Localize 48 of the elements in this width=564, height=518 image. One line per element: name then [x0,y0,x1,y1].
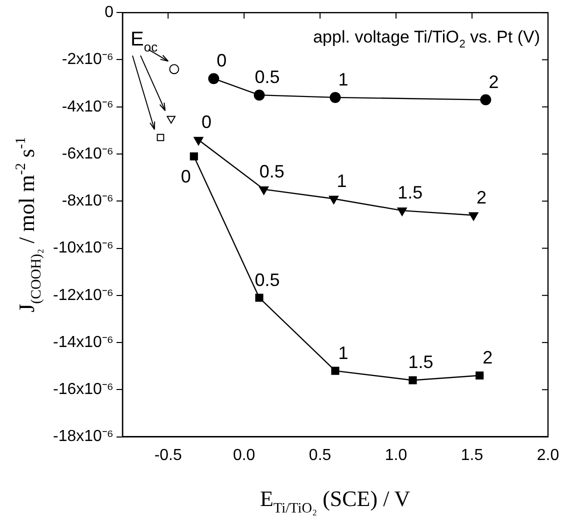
annotation: 2 [488,72,499,92]
y-tick-label: -8x10⁻⁶ [62,192,114,210]
annotation: 1 [336,170,347,191]
annotation: 1.5 [408,352,434,372]
x-tick-label: 0.0 [232,446,256,464]
point [331,366,340,375]
y-tick-label: -2x10⁻⁶ [62,51,114,68]
point [190,152,198,160]
x-tick-label: 1.0 [384,446,408,464]
annotation: 0 [216,50,227,71]
annotation: 1.5 [398,182,423,203]
point [330,92,341,103]
y-tick-label: -14x10⁻⁶ [52,334,114,351]
point [208,73,220,84]
point [166,116,176,124]
y-axis-title: J(COOH)₂ / mol m-2 s-1 [13,136,45,312]
y-tick-label: -6x10⁻⁶ [62,145,114,162]
point [255,294,264,302]
y-tick-label: 0 [104,4,114,22]
point [194,136,204,146]
y-tick-label: -10x10⁻⁶ [52,240,114,257]
point [328,196,339,204]
y-tick-label: -18x10⁻⁶ [52,428,114,446]
point [476,371,484,380]
x-tick-label: 2.0 [536,446,560,464]
annotation: 0.5 [254,67,280,88]
y-tick-label: -12x10⁻⁶ [52,286,114,304]
annotation: 0.5 [254,270,280,290]
point [397,208,407,216]
annotation: 2 [476,187,487,208]
point [156,134,164,142]
x-tick-label: -0.5 [154,446,182,464]
annotation: 1 [338,342,348,363]
y-tick-label: -4x10⁻⁶ [62,98,114,116]
annotation: 1 [338,69,348,90]
x-tick-label: 0.5 [308,446,332,464]
x-tick-label: 1.5 [460,446,484,464]
y-tick-label: -16x10⁻⁶ [52,381,114,398]
point [468,212,478,221]
annotation: 0 [180,166,191,186]
annotation: 0 [201,112,212,132]
annotation: 0.5 [259,161,284,182]
point [480,94,492,106]
point [254,90,265,101]
annotation: 2 [482,348,493,368]
point [169,64,180,74]
point [259,186,269,195]
point [408,376,417,384]
